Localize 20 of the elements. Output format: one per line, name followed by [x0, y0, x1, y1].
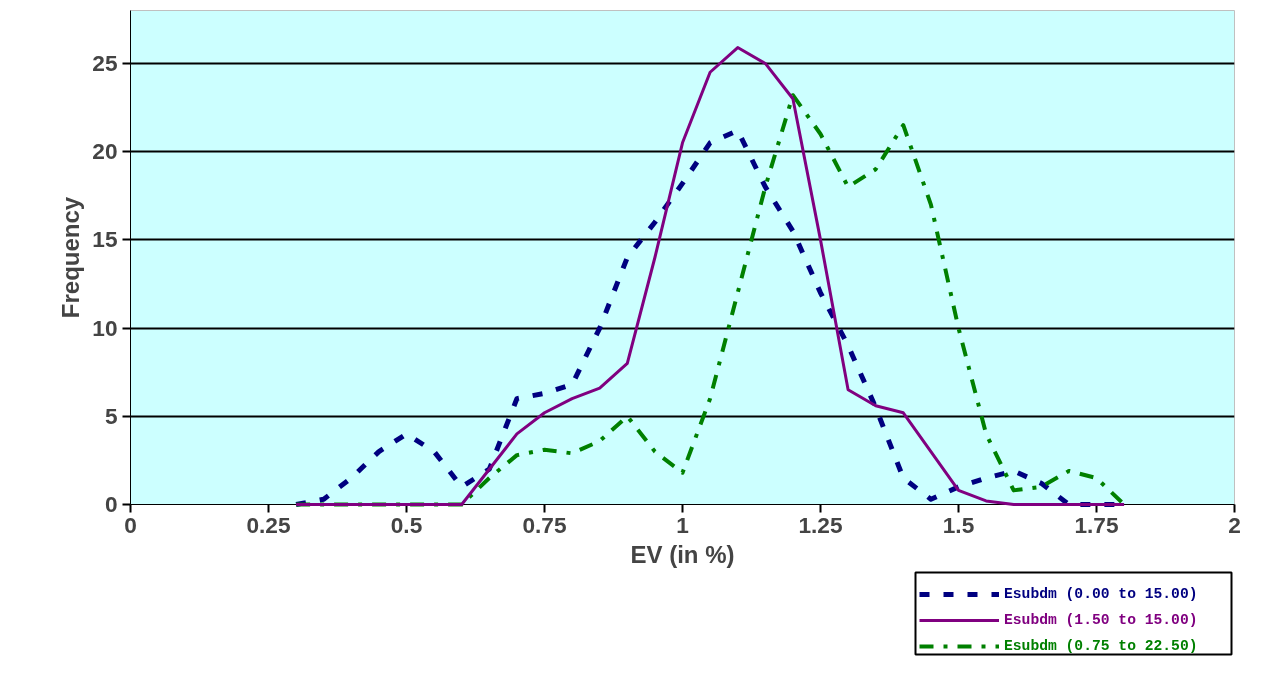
text: Esubdm (0.75 to 22.50)	[1004, 638, 1198, 654]
x-tick-label: 1.75	[1074, 511, 1119, 538]
text: Esubdm (1.50 to 15.00)	[1004, 612, 1198, 628]
x-tick-label: 0.5	[390, 511, 423, 538]
y-tick-label: 20	[92, 138, 118, 165]
x-tick-label: 1.5	[942, 511, 975, 538]
y-tick-label: 0	[104, 491, 118, 517]
y-tick-label: 10	[92, 314, 118, 341]
y-axis-title: Frequency	[57, 196, 85, 319]
x-tick-label: 1.25	[798, 511, 843, 538]
x-tick-label: 0	[124, 511, 137, 538]
y-tick-label: 15	[92, 226, 118, 253]
x-tick-label: 2	[1228, 511, 1241, 538]
x-axis-title: EV (in %)	[630, 540, 735, 568]
text: Esubdm (0.00 to 15.00)	[1004, 586, 1198, 602]
x-tick-label: 1	[676, 511, 689, 538]
y-tick-label: 5	[104, 402, 118, 429]
x-tick-label: 0.25	[246, 511, 291, 538]
x-tick-label: 0.75	[522, 511, 567, 538]
y-tick-label: 25	[92, 49, 118, 76]
